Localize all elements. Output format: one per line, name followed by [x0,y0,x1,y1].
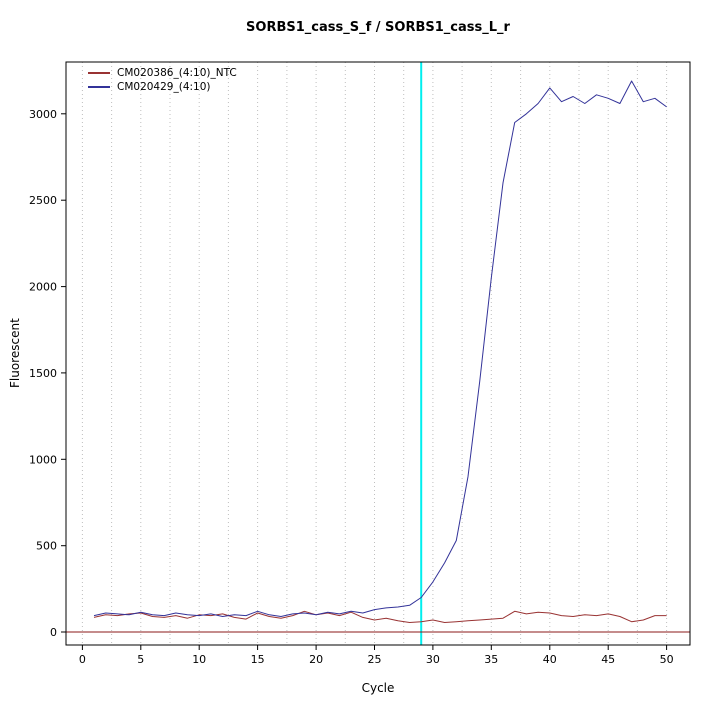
legend-label-sample: CM020429_(4:10) [117,81,211,93]
legend: CM020386_(4:10)_NTC CM020429_(4:10) [88,66,237,94]
legend-line-swatch-ntc [88,72,110,74]
x-axis-ticks: 0 5 10 15 20 25 30 35 40 45 50 [79,645,674,666]
y-tick-label: 0 [50,626,57,639]
x-tick-label: 0 [79,653,86,666]
y-axis-title: Fluorescent [8,318,22,388]
x-tick-label: 45 [601,653,615,666]
x-tick-label: 25 [368,653,382,666]
x-tick-label: 40 [543,653,557,666]
gridlines [81,62,668,645]
y-tick-label: 2000 [29,281,57,294]
y-tick-label: 3000 [29,108,57,121]
x-tick-label: 15 [251,653,265,666]
legend-item-sample: CM020429_(4:10) [88,80,237,94]
y-tick-label: 1000 [29,453,57,466]
x-axis-title: Cycle [361,681,395,695]
x-tick-label: 5 [137,653,144,666]
chart-title: SORBS1_cass_S_f / SORBS1_cass_L_r [246,20,510,35]
series-line-ntc [93,610,667,623]
legend-line-swatch-sample [88,86,110,88]
x-tick-label: 50 [660,653,674,666]
x-tick-label: 10 [192,653,206,666]
y-tick-label: 500 [36,540,57,553]
y-axis-ticks: 0 500 1000 1500 2000 2500 3000 [29,108,66,639]
y-tick-label: 1500 [29,367,57,380]
legend-label-ntc: CM020386_(4:10)_NTC [117,67,237,79]
x-tick-label: 30 [426,653,440,666]
plot-border [65,61,691,646]
series-line-sample [93,80,667,617]
y-tick-label: 2500 [29,194,57,207]
x-tick-label: 20 [309,653,323,666]
legend-item-ntc: CM020386_(4:10)_NTC [88,66,237,80]
x-tick-label: 35 [484,653,498,666]
